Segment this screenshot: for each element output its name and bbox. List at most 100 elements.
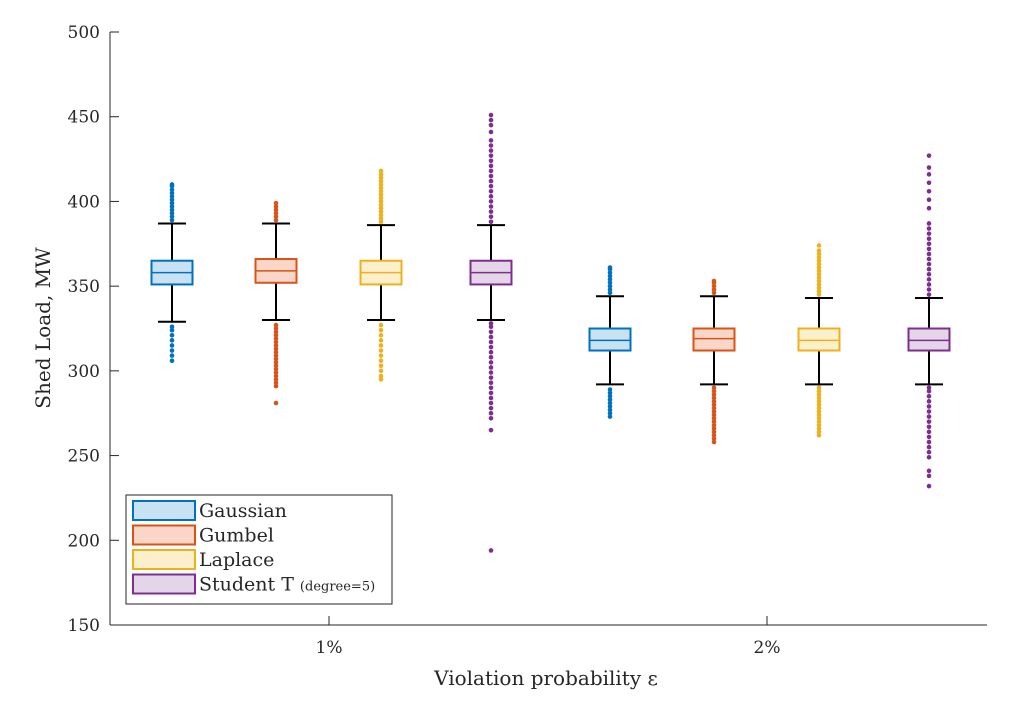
outlier-point — [926, 424, 932, 430]
legend-label: Gumbel — [199, 525, 274, 547]
outlier-point — [488, 410, 494, 416]
y-tick-label: 450 — [68, 108, 100, 128]
outlier-point — [926, 266, 932, 272]
outlier-point — [607, 397, 613, 402]
outlier-point — [488, 204, 494, 209]
outlier-point — [488, 415, 494, 421]
outlier-point — [273, 326, 279, 331]
outlier-point — [378, 343, 384, 348]
outlier-point — [607, 287, 613, 292]
outlier-point — [607, 387, 613, 392]
outlier-point — [816, 255, 822, 260]
outlier-point — [607, 404, 613, 409]
outlier-point — [926, 414, 932, 419]
legend-label: Gaussian — [199, 500, 287, 522]
outlier-point — [816, 251, 822, 257]
outlier-point — [816, 412, 822, 418]
y-tick-label: 350 — [68, 277, 100, 297]
outlier-point — [378, 202, 384, 208]
outlier-point — [378, 216, 384, 221]
outlier-point — [607, 414, 613, 419]
outlier-point — [273, 370, 279, 375]
outlier-point — [169, 358, 175, 363]
box-group — [588, 265, 632, 419]
legend-label: Laplace — [199, 549, 274, 571]
outlier-point — [816, 285, 822, 291]
outlier-point — [488, 183, 494, 189]
outlier-point — [926, 287, 932, 292]
outlier-point — [711, 409, 717, 414]
outlier-point — [607, 280, 613, 286]
outlier-point — [711, 402, 717, 408]
outlier-point — [169, 197, 175, 203]
outlier-point — [711, 290, 717, 296]
outlier-point — [816, 385, 822, 391]
x-tick-label: 1% — [316, 638, 343, 658]
outlier-point — [273, 343, 279, 348]
outlier-point — [169, 204, 175, 209]
outlier-point — [273, 200, 279, 206]
box — [907, 327, 951, 352]
outlier-point — [607, 273, 613, 279]
outlier-point — [169, 324, 175, 330]
outlier-point — [273, 377, 279, 382]
outlier-point — [926, 236, 932, 242]
outlier-point — [378, 178, 384, 184]
outlier-point — [926, 282, 932, 287]
outlier-point — [488, 173, 494, 179]
y-tick-label: 400 — [68, 192, 100, 212]
outlier-point — [273, 336, 279, 341]
outlier-point — [607, 390, 613, 396]
outlier-point — [169, 200, 175, 206]
y-tick-label: 300 — [68, 362, 100, 382]
outlier-point — [488, 219, 494, 225]
outlier-point — [378, 363, 384, 369]
plot-area — [150, 112, 951, 553]
box — [588, 327, 632, 352]
outlier-point — [926, 473, 932, 479]
outlier-point — [816, 415, 822, 421]
outlier-point — [488, 112, 494, 118]
outlier-point — [607, 407, 613, 413]
outlier-point — [926, 246, 932, 252]
outlier-point — [488, 168, 494, 174]
outlier-point — [816, 409, 822, 414]
outlier-point — [607, 290, 613, 296]
outlier-point — [926, 205, 932, 211]
outlier-point — [816, 395, 822, 401]
outlier-point — [169, 327, 175, 333]
legend-swatch — [132, 573, 196, 595]
outlier-point — [711, 405, 717, 411]
outlier-point — [169, 214, 175, 219]
outlier-point — [607, 270, 613, 275]
outlier-point — [169, 210, 175, 216]
outlier-point — [378, 192, 384, 197]
outlier-point — [488, 214, 494, 219]
outlier-point — [273, 346, 279, 352]
outlier-point — [169, 182, 175, 187]
outlier-point — [488, 385, 494, 391]
outlier-point — [488, 178, 494, 184]
outlier-point — [711, 395, 717, 401]
outlier-point — [488, 395, 494, 401]
outlier-point — [926, 261, 932, 267]
outlier-point — [273, 329, 279, 335]
outlier-point — [926, 399, 932, 404]
outlier-point — [926, 271, 932, 277]
outlier-point — [378, 332, 384, 338]
outlier-point — [169, 194, 175, 199]
outlier-point — [711, 429, 717, 435]
outlier-point — [816, 405, 822, 411]
outlier-point — [926, 188, 932, 194]
outlier-point — [273, 339, 279, 345]
outlier-point — [926, 449, 932, 455]
outlier-point — [926, 153, 932, 158]
outlier-point — [378, 168, 384, 174]
outlier-point — [816, 388, 822, 394]
outlier-point — [926, 434, 932, 440]
outlier-point — [273, 217, 279, 223]
outlier-point — [711, 419, 717, 424]
legend-swatch — [132, 524, 196, 546]
outlier-point — [488, 329, 494, 335]
